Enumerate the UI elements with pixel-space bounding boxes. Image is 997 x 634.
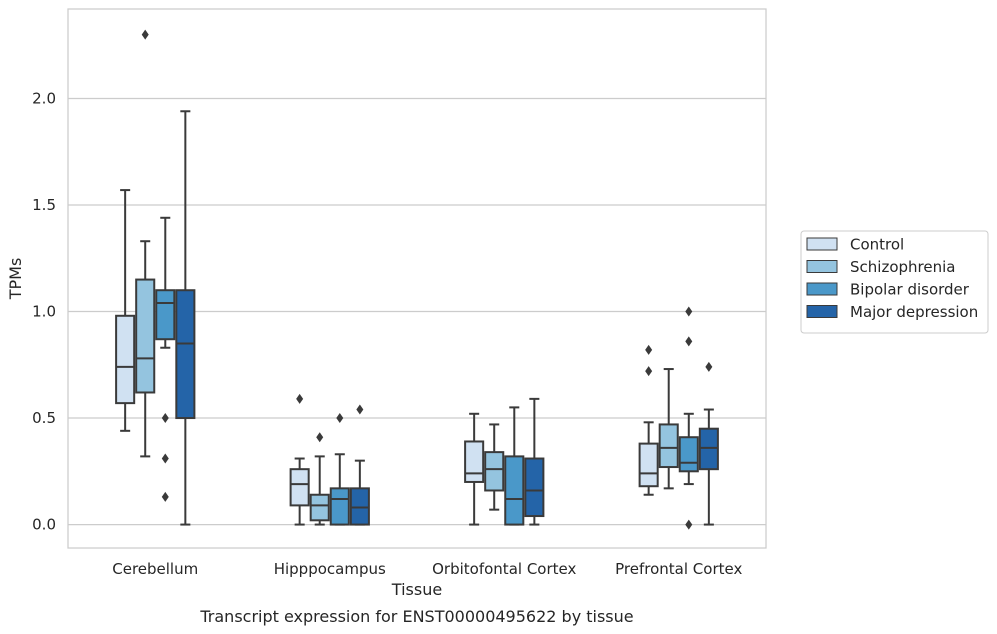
box <box>658 423 679 469</box>
box-group <box>484 423 505 511</box>
box <box>698 427 719 471</box>
x-tick-label: Orbitofontal Cortex <box>432 560 576 578</box>
plot-frame <box>67 8 767 549</box>
legend-swatch <box>806 260 838 273</box>
y-tick-label: 0.5 <box>32 409 56 427</box>
outlier-point <box>685 306 693 317</box>
box <box>309 493 330 522</box>
outlier-point <box>645 366 653 377</box>
outlier-point <box>685 519 693 530</box>
legend-swatch <box>806 305 838 318</box>
outlier-point <box>645 344 653 355</box>
legend-swatch <box>806 282 838 296</box>
box-group <box>135 29 156 458</box>
legend: Control Schizophrenia Bipolar disorder Majo… <box>800 230 989 334</box>
box <box>155 289 176 341</box>
x-axis-ticks: Cerebellum Hipppocampus Orbitofontal Corte… <box>112 560 742 578</box>
box <box>115 314 136 405</box>
legend-label: Schizophrenia <box>850 258 955 276</box>
box <box>289 468 310 507</box>
box-group <box>329 413 350 526</box>
y-tick-label: 1.0 <box>32 303 56 321</box>
outlier-point <box>161 453 169 464</box>
box-group <box>638 344 659 496</box>
box <box>349 487 370 526</box>
y-tick-label: 2.0 <box>32 89 56 107</box>
box-group <box>464 412 485 526</box>
box <box>329 487 350 526</box>
outlier-point <box>161 413 169 424</box>
box-group <box>678 306 699 530</box>
outlier-point <box>685 336 693 347</box>
y-axis-label: TPMs <box>6 258 25 301</box>
box <box>135 278 156 394</box>
box <box>504 455 525 526</box>
figure-caption: Transcript expression for ENST0000049562… <box>199 607 633 626</box>
legend-label: Control <box>850 236 904 254</box>
box-group <box>175 110 196 526</box>
box-group <box>349 404 370 526</box>
box <box>175 289 196 420</box>
box <box>464 440 485 483</box>
y-tick-label: 1.5 <box>32 196 56 214</box>
box-group <box>658 368 679 490</box>
box-group <box>309 432 330 526</box>
x-tick-label: Prefrontal Cortex <box>615 560 742 578</box>
outlier-point <box>141 29 149 40</box>
legend-swatch <box>806 237 838 251</box>
legend-frame <box>800 230 989 334</box>
box-group <box>155 216 176 502</box>
y-tick-label: 0.0 <box>32 516 56 534</box>
boxes <box>115 29 719 530</box>
x-axis-label: Tissue <box>391 580 442 599</box>
y-axis-ticks: 0.0 0.5 1.0 1.5 2.0 <box>32 89 56 533</box>
box-group <box>115 189 136 432</box>
x-tick-label: Hipppocampus <box>274 560 386 578</box>
box <box>484 451 505 492</box>
box <box>524 457 545 518</box>
x-tick-label: Cerebellum <box>112 560 198 578</box>
outlier-point <box>316 432 324 443</box>
outlier-point <box>296 393 304 404</box>
box-group <box>504 406 525 526</box>
outlier-point <box>336 413 344 424</box>
box <box>678 436 699 473</box>
outlier-point <box>161 491 169 502</box>
box-group <box>524 397 545 526</box>
outlier-point <box>356 404 364 415</box>
box <box>638 442 659 488</box>
outlier-point <box>705 361 713 372</box>
legend-label: Bipolar disorder <box>850 281 970 299</box>
legend-label: Major depression <box>850 303 978 321</box>
box-group <box>289 393 310 526</box>
box-group <box>698 361 719 526</box>
